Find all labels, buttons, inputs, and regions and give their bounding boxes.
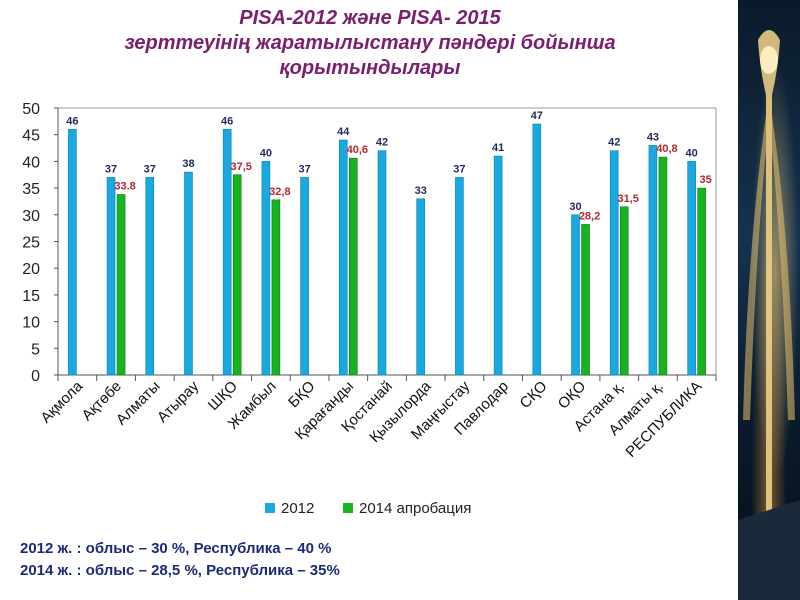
data-label-2012: 40 bbox=[260, 147, 272, 159]
bar-2012 bbox=[571, 214, 580, 376]
y-tick-label: 20 bbox=[22, 261, 40, 278]
x-tick-label: СҚО bbox=[517, 378, 551, 412]
data-label-2014: 35 bbox=[700, 174, 712, 186]
title-line-1: PISA-2012 және PISA- 2015 bbox=[239, 7, 501, 29]
y-tick-label: 0 bbox=[31, 368, 40, 385]
bar-chart: 05101520253035404550АқмолаАқтөбеАлматыАт… bbox=[22, 101, 717, 517]
y-tick-label: 5 bbox=[31, 341, 40, 358]
bar-2014 bbox=[697, 187, 706, 376]
bar-2012 bbox=[300, 177, 309, 376]
bar-2014 bbox=[348, 157, 358, 376]
data-label-2012: 37 bbox=[298, 163, 310, 175]
bar-2012 bbox=[68, 129, 77, 376]
tower-photo bbox=[738, 0, 800, 600]
plot-area bbox=[57, 107, 717, 376]
x-tick-label: БҚО bbox=[285, 378, 318, 411]
bar-2012 bbox=[145, 177, 155, 376]
data-label-2014: 33.8 bbox=[114, 181, 135, 193]
title-line-2: зерттеуінің жаратылыстану пәндері бойынш… bbox=[124, 32, 616, 54]
bar-2012 bbox=[532, 123, 542, 376]
bar-2014 bbox=[232, 174, 242, 376]
footer-line-2012: 2012 ж. : облыс – 30 %, Республика – 40 … bbox=[20, 540, 332, 557]
bar-2012 bbox=[338, 139, 348, 376]
data-label-2012: 42 bbox=[376, 137, 388, 149]
bar-2012 bbox=[648, 145, 658, 376]
y-tick-label: 45 bbox=[22, 128, 40, 145]
bar-2012 bbox=[261, 161, 271, 376]
y-tick-label: 50 bbox=[22, 101, 40, 118]
data-label-2014: 40,8 bbox=[656, 143, 677, 155]
x-tick-label: Ақмола bbox=[37, 377, 86, 426]
bar-2012 bbox=[184, 171, 193, 376]
y-tick-label: 35 bbox=[22, 181, 40, 198]
data-label-2014: 37,5 bbox=[230, 161, 251, 173]
data-label-2012: 33 bbox=[415, 185, 427, 197]
legend-swatch-2012 bbox=[265, 503, 275, 513]
data-label-2012: 42 bbox=[608, 137, 620, 149]
y-tick-label: 15 bbox=[22, 288, 40, 305]
data-label-2012: 38 bbox=[182, 158, 194, 170]
data-label-2012: 30 bbox=[569, 201, 581, 213]
bar-2012 bbox=[377, 150, 387, 376]
y-tick-label: 40 bbox=[22, 154, 40, 171]
y-tick-label: 10 bbox=[22, 315, 40, 332]
legend-swatch-2014 bbox=[343, 503, 353, 513]
bar-2012 bbox=[106, 177, 116, 376]
bar-2014 bbox=[619, 206, 629, 376]
title-line-3: қорытындылары bbox=[279, 57, 461, 79]
bar-2012 bbox=[222, 129, 232, 376]
legend-label-2012: 2012 bbox=[281, 500, 314, 517]
data-label-2012: 37 bbox=[453, 163, 465, 175]
data-label-2012: 44 bbox=[337, 126, 350, 138]
bar-2012 bbox=[687, 161, 696, 376]
data-label-2012: 37 bbox=[105, 163, 117, 175]
data-label-2012: 46 bbox=[66, 115, 78, 127]
footer-notes: 2012 ж. : облыс – 30 %, Республика – 40 … bbox=[20, 538, 340, 582]
data-label-2012: 40 bbox=[686, 147, 698, 159]
x-tick-label: ОҚО bbox=[555, 378, 590, 413]
data-label-2012: 37 bbox=[144, 163, 156, 175]
data-label-2012: 43 bbox=[647, 131, 659, 143]
data-label-2014: 31,5 bbox=[618, 193, 639, 205]
legend-label-2014: 2014 апробация bbox=[359, 500, 471, 517]
bar-2012 bbox=[455, 177, 464, 376]
data-label-2014: 32,8 bbox=[269, 186, 290, 198]
data-label-2012: 47 bbox=[531, 110, 543, 122]
data-label-2012: 41 bbox=[492, 142, 504, 154]
data-label-2014: 40,6 bbox=[347, 144, 368, 156]
bar-2012 bbox=[609, 150, 619, 376]
data-label-2014: 28,2 bbox=[579, 210, 600, 222]
bar-2014 bbox=[658, 156, 668, 376]
bar-2014 bbox=[116, 194, 126, 376]
data-label-2012: 46 bbox=[221, 115, 233, 127]
bar-2012 bbox=[416, 198, 426, 376]
footer-line-2014: 2014 ж. : облыс – 28,5 %, Республика – 3… bbox=[20, 562, 340, 579]
y-tick-label: 25 bbox=[22, 235, 40, 252]
bar-2014 bbox=[271, 199, 281, 376]
bar-2014 bbox=[581, 224, 590, 376]
bar-2012 bbox=[493, 155, 503, 376]
chart-title: PISA-2012 және PISA- 2015 зерттеуінің жа… bbox=[60, 6, 680, 81]
x-tick-label: Атырау bbox=[154, 377, 203, 426]
y-tick-label: 30 bbox=[22, 208, 40, 225]
